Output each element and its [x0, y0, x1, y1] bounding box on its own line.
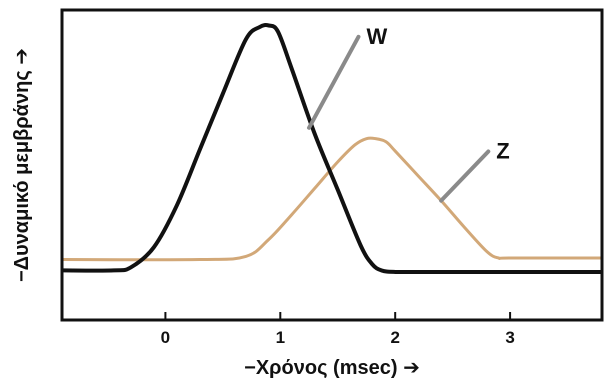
- series-label-w: W: [366, 24, 387, 49]
- x-tick-label-0: 0: [161, 328, 170, 347]
- x-tick-label-1: 1: [276, 328, 285, 347]
- plot-area: [63, 23, 601, 275]
- series-annotations: WZ: [307, 24, 510, 203]
- series-label-z: Z: [496, 139, 509, 164]
- x-tick-label-3: 3: [505, 328, 514, 347]
- y-axis-label: −Δυναμικό μεμβράνης ➔: [11, 48, 33, 282]
- x-axis-ticks: 0 1 2 3: [161, 312, 515, 347]
- plot-frame: [60, 8, 604, 322]
- x-axis-label: −Χρόνος (msec) ➔: [244, 357, 420, 379]
- annotation-leader-w: [307, 34, 361, 130]
- series-line-z: [63, 136, 601, 262]
- x-tick-label-2: 2: [390, 328, 399, 347]
- series-line-w: [63, 23, 601, 275]
- annotation-leader-z: [439, 149, 491, 203]
